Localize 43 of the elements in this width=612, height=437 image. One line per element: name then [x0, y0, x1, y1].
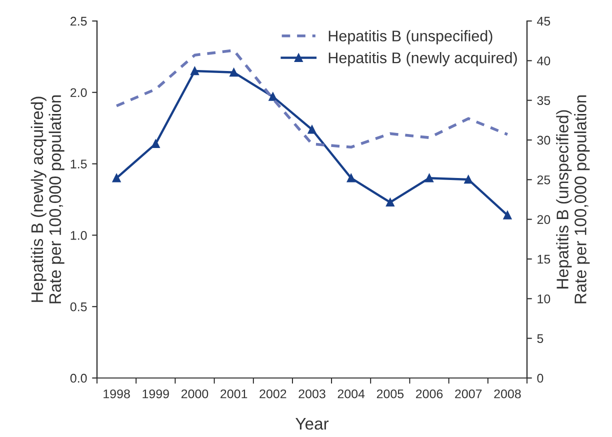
- x-tick-label: 2001: [220, 389, 248, 398]
- y2-tick-label: 45: [537, 16, 550, 26]
- point: [308, 125, 316, 134]
- y2-tick-label: 10: [538, 294, 550, 304]
- point: [386, 198, 394, 207]
- y2-tick-label: 0: [537, 374, 544, 383]
- x-tick-label: 1999: [142, 389, 169, 398]
- x-tick-label: 2004: [338, 389, 365, 398]
- y2-tick-label: 30: [537, 136, 550, 145]
- y2-tick-label: 40: [537, 56, 550, 66]
- y2-tick-label: 20: [537, 215, 550, 224]
- y-tick-label: 2.0: [70, 88, 87, 98]
- x-tick-label: 2005: [376, 389, 404, 398]
- point: [151, 140, 160, 148]
- point: [230, 68, 238, 77]
- x-tick-label: 2008: [494, 389, 521, 398]
- y-tick-label: 0.5: [70, 302, 87, 312]
- point: [464, 175, 473, 184]
- y2-tick-label: 35: [537, 96, 550, 105]
- y-axis-title: Hepatitis B (newly acquired) Rate per 100,000 population: [30, 95, 64, 304]
- y2-tick-label: 25: [537, 175, 550, 184]
- y2-axis-title: Hepatitis B (unspecified) Rate per 100,000 population: [556, 95, 590, 304]
- y-tick-label: 2.5: [70, 16, 87, 26]
- x-tick-label: 1998: [104, 389, 130, 398]
- point: [112, 174, 121, 182]
- x-tick-label: 2003: [298, 389, 326, 398]
- x-tick-label: 2000: [181, 389, 208, 398]
- y-tick-label: 0.0: [70, 374, 87, 383]
- point: [346, 174, 356, 182]
- point: [503, 211, 512, 220]
- x-axis-title: Year: [296, 418, 329, 430]
- legend-label: Hepatitis B (newly acquired): [328, 52, 517, 66]
- point: [268, 92, 278, 101]
- y-tick-label: 1.5: [70, 160, 87, 168]
- y-tick-label: 1.0: [70, 231, 87, 240]
- x-tick-label: 2006: [416, 389, 443, 398]
- point: [425, 174, 434, 182]
- y2-tick-label: 5: [537, 334, 544, 343]
- point: [190, 66, 199, 76]
- legend-label: Hepatitis B (unspecified): [328, 30, 492, 44]
- y2-tick-label: 15: [538, 254, 550, 264]
- x-tick-label: 2002: [260, 389, 286, 398]
- x-tick-label: 2007: [455, 389, 482, 398]
